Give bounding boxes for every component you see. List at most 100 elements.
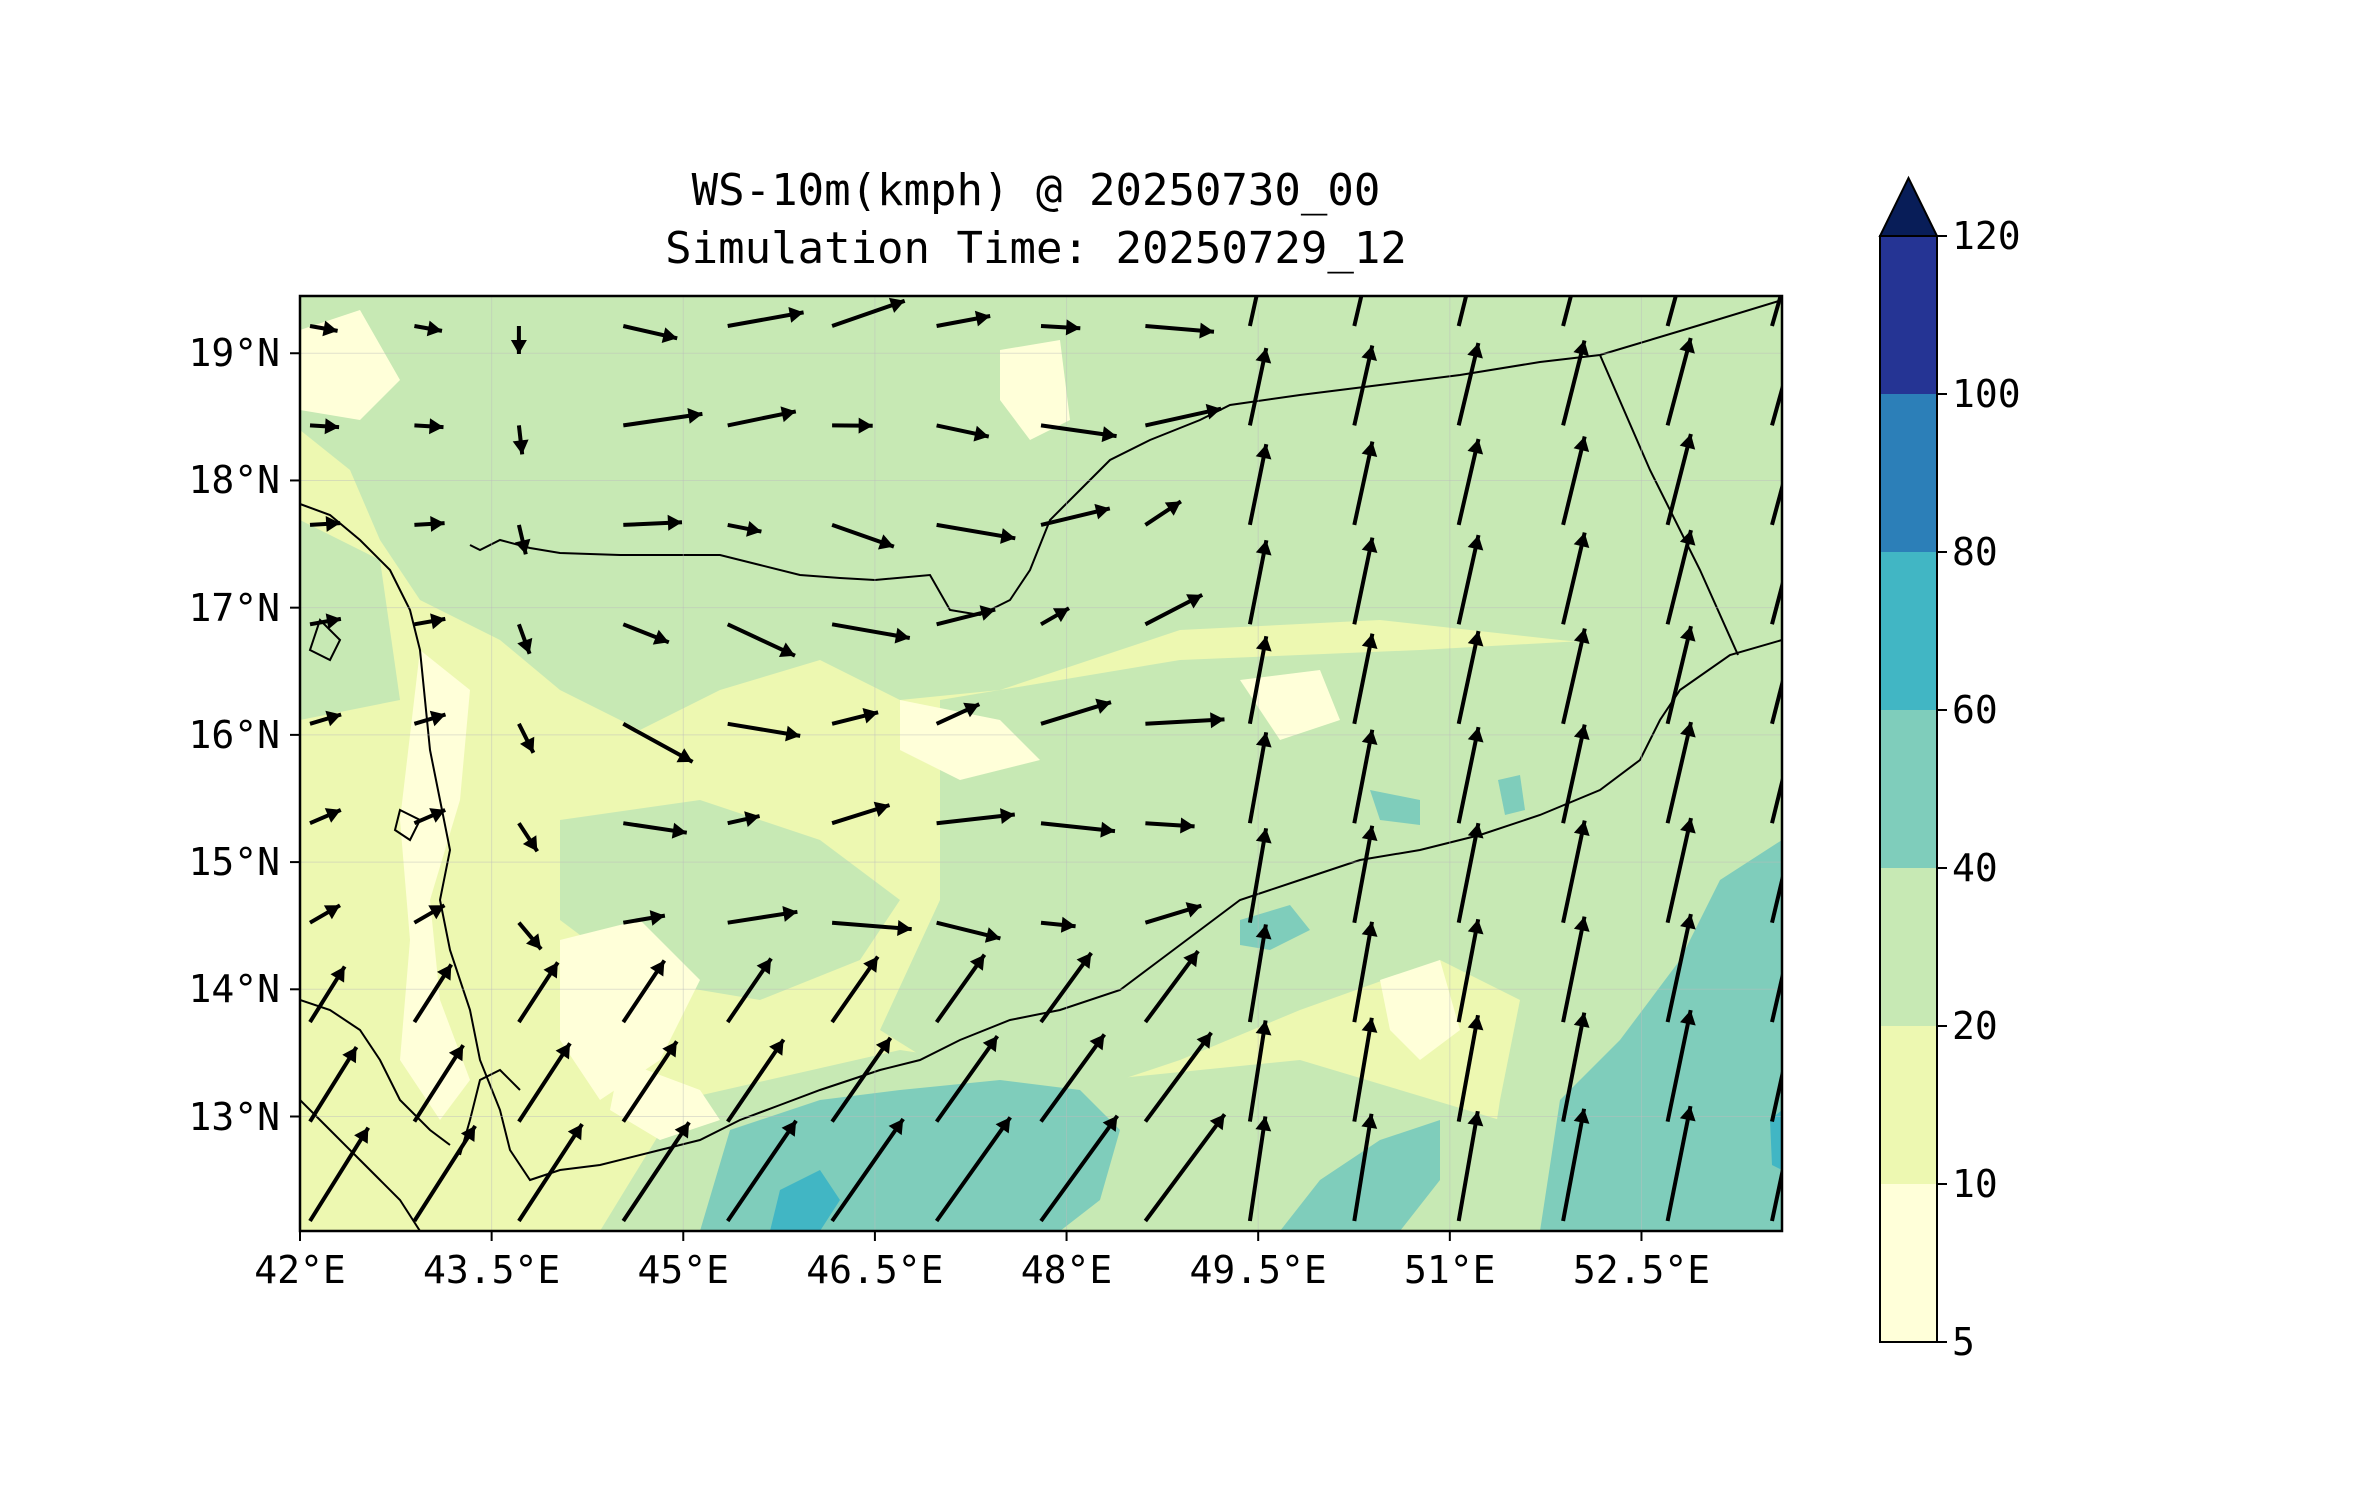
wind-vector-head xyxy=(512,439,529,455)
wind-vector-head xyxy=(324,418,340,435)
wind-vector-head xyxy=(756,958,772,975)
wind-vector xyxy=(621,1121,691,1223)
wind-vector xyxy=(1561,1012,1587,1122)
wind-vector-head xyxy=(555,1043,570,1060)
wind-vector-head xyxy=(781,1120,797,1137)
wind-vector-head xyxy=(1573,532,1590,548)
wind-vector-head xyxy=(325,613,341,630)
wind-vector-head xyxy=(460,1125,476,1142)
wind-vector xyxy=(1456,534,1481,625)
wind-vector-head xyxy=(862,708,879,724)
wind-vector-head xyxy=(863,956,878,973)
wind-vector-head xyxy=(652,629,669,645)
wind-vector xyxy=(1665,721,1693,824)
wind-vector-head xyxy=(888,297,905,313)
wind-vector-head xyxy=(325,710,342,727)
wind-vector xyxy=(1456,342,1481,426)
colorbar-extend-arrow xyxy=(1878,175,1939,237)
wind-vector-head xyxy=(448,1045,464,1062)
wind-vector xyxy=(1561,436,1587,526)
wind-vector-head xyxy=(984,927,1001,943)
wind-vector-head xyxy=(1164,501,1181,516)
wind-vector xyxy=(1665,296,1678,327)
wind-vector xyxy=(308,1126,370,1223)
wind-vector-head xyxy=(429,418,444,435)
wind-vector-head xyxy=(1185,902,1202,918)
wind-vector-head xyxy=(875,1037,891,1054)
wind-vector xyxy=(1352,441,1375,526)
wind-vector-head xyxy=(1680,914,1696,930)
wind-vector xyxy=(1247,731,1269,824)
wind-vector xyxy=(1039,1114,1120,1223)
lon-tick-label: 43.5°E xyxy=(422,1248,561,1292)
wind-vector xyxy=(1770,296,1782,327)
wind-vector xyxy=(1770,1066,1782,1123)
colorbar-segment xyxy=(1880,1026,1937,1184)
wind-vector xyxy=(1561,916,1587,1023)
wind-vectors xyxy=(308,296,1782,1223)
wind-vector xyxy=(1665,1009,1693,1123)
wind-vector xyxy=(1039,951,1093,1024)
wind-vector-head xyxy=(429,710,446,727)
wind-vector-head xyxy=(1255,732,1272,748)
wind-vector xyxy=(1665,529,1693,625)
wind-vector-head xyxy=(1255,1116,1272,1132)
lat-tick-label: 18°N xyxy=(188,458,280,503)
colorbar-tick-label: 80 xyxy=(1952,530,1998,574)
wind-vector-head xyxy=(1573,820,1590,836)
wind-vector-head xyxy=(1361,921,1378,937)
wind-vector-head xyxy=(1679,338,1695,354)
wind-vector xyxy=(1247,296,1259,327)
map-title: WS-10m(kmph) @ 20250730_00 xyxy=(691,165,1381,216)
wind-vector xyxy=(1770,480,1782,526)
wind-vector-head xyxy=(982,1036,998,1053)
wind-vector-head xyxy=(1196,1032,1212,1049)
wind-vector-head xyxy=(517,637,533,654)
wind-vector-head xyxy=(437,964,452,981)
wind-vector-head xyxy=(1467,439,1484,455)
lon-tick-label: 46.5°E xyxy=(806,1248,944,1292)
wind-vector xyxy=(1247,827,1269,924)
colorbar-tick-label: 5 xyxy=(1952,1320,1975,1364)
wind-vector-head xyxy=(897,920,912,936)
colorbar-segment xyxy=(1880,236,1937,394)
wind-vector xyxy=(412,1124,477,1223)
wind-vector xyxy=(934,1034,1000,1123)
wind-vector xyxy=(1352,633,1375,725)
wind-vector-head xyxy=(1573,916,1590,932)
wind-vector-head xyxy=(567,1124,583,1141)
wind-vector-head xyxy=(1361,537,1378,553)
colorbar-segment xyxy=(1880,552,1937,710)
wind-vector-head xyxy=(1467,823,1484,839)
wind-vector-head xyxy=(894,627,910,644)
wind-vector xyxy=(1456,1110,1480,1222)
wind-vector xyxy=(1665,817,1693,924)
wind-vector-head xyxy=(744,811,760,827)
wind-vector-head xyxy=(1573,1108,1590,1124)
wind-vector-head xyxy=(1679,1106,1696,1122)
wind-vector xyxy=(1456,918,1481,1023)
wind-vector-head xyxy=(1361,1017,1378,1033)
wind-vector-head xyxy=(1255,540,1272,556)
wind-vector xyxy=(1456,726,1481,824)
colorbar-segment xyxy=(1880,1184,1937,1342)
wind-vector xyxy=(1561,820,1587,924)
wind-vector xyxy=(1561,628,1587,725)
wind-vector-head xyxy=(543,962,558,979)
wind-vector-head xyxy=(1679,434,1696,450)
wind-vector-head xyxy=(520,736,535,753)
wind-vector xyxy=(517,1042,572,1123)
lat-tick-label: 15°N xyxy=(188,840,280,885)
wind-vector xyxy=(1247,1116,1268,1222)
wind-vector xyxy=(1352,296,1364,327)
wind-vector xyxy=(1456,630,1481,725)
wind-vector-head xyxy=(788,307,804,323)
wind-vector xyxy=(726,1119,798,1223)
wind-vector-head xyxy=(1255,924,1272,940)
colorbar-tick-label: 40 xyxy=(1952,846,1998,890)
wind-vector xyxy=(412,1044,465,1123)
wind-vector-head xyxy=(1361,633,1378,649)
wind-vector xyxy=(1665,337,1693,426)
wind-vector-head xyxy=(650,960,665,977)
